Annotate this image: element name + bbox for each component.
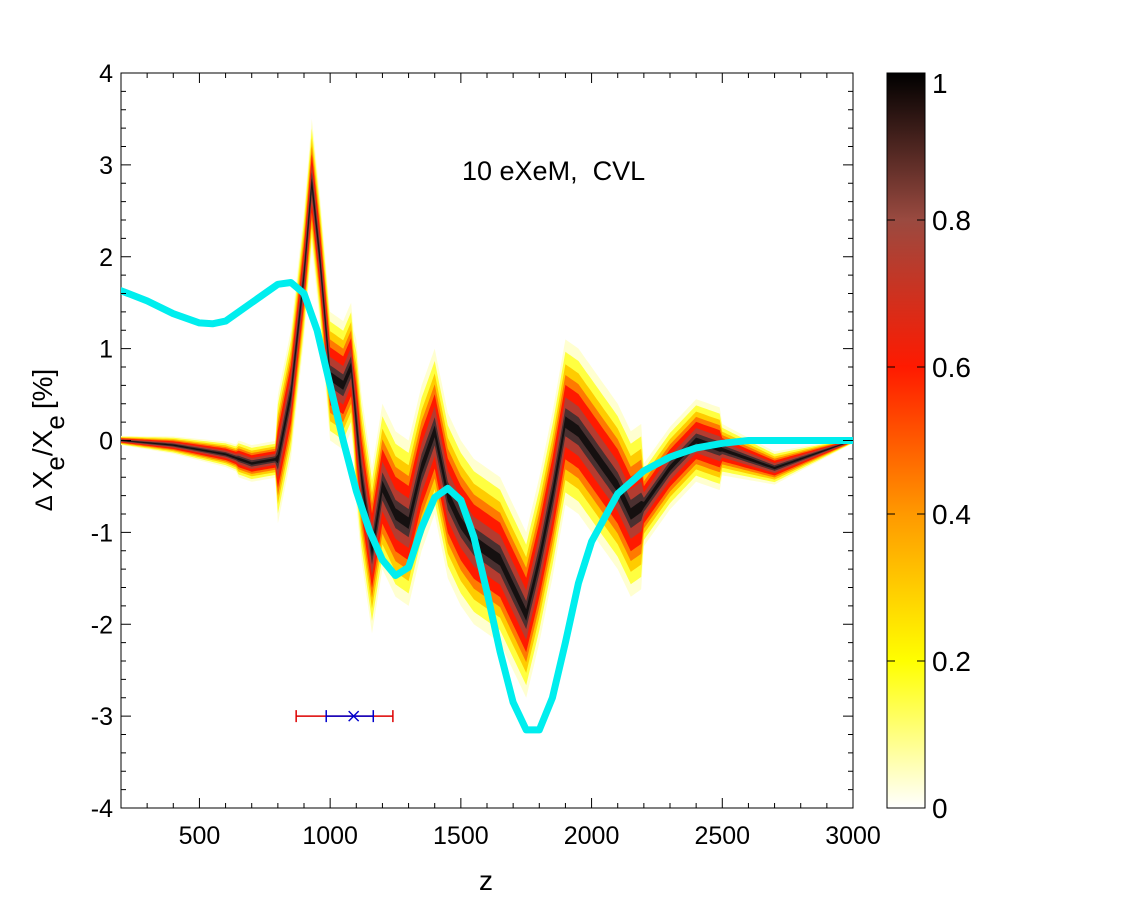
y-tick-label: 1 [99,336,113,364]
colorbar-ticks [887,72,925,809]
cyan-curve [121,279,853,734]
x-tick-label: 1500 [433,822,489,850]
colorbar-label: 0.6 [932,352,971,383]
posterior-band [121,172,853,630]
y-tick-label: -1 [91,519,113,547]
y-axis-unit: [%] [27,369,58,409]
colorbar-label: 0.4 [932,499,971,530]
y-tick-label: 4 [99,60,113,88]
y-axis-slash: /X [27,429,58,456]
axis-ticks [120,72,854,809]
x-tick-labels: 500 1000 1500 2000 2500 3000 [179,822,881,850]
annotation: 10 eXeM, CVL [462,156,645,186]
y-tick-label: -4 [91,795,113,823]
y-axis-x: X [27,470,58,489]
colorbar-label: 0.8 [932,205,971,236]
y-tick-label: 2 [99,244,113,272]
colorbar [886,72,926,809]
errorbar-marker [348,710,360,722]
x-tick-label: 2000 [564,822,620,850]
colorbar-label: 0.2 [932,646,971,677]
y-tick-label: -2 [91,611,113,639]
colorbar-label: 1 [932,68,948,99]
y-axis-sub2: e [40,415,70,429]
x-tick-label: 3000 [825,822,881,850]
y-tick-labels: 4 3 2 1 0 -1 -2 -3 -4 [91,60,113,823]
y-axis-delta: Δ [31,495,58,511]
y-tick-label: 0 [99,428,113,456]
y-axis-title: ΔXe/Xe [%] [27,369,70,512]
colorbar-label: 0 [932,793,948,824]
posterior-bands [121,118,853,698]
x-tick-label: 1000 [302,822,358,850]
error-bar [295,710,394,723]
svg-text:ΔXe/Xe[%]: ΔXe/Xe [%] [27,369,70,512]
x-tick-label: 2500 [694,822,750,850]
x-tick-label: 500 [179,822,221,850]
y-axis-sub1: e [40,456,70,470]
colorbar-labels: 1 0.8 0.6 0.4 0.2 0 [932,68,971,824]
x-axis-title: z [479,865,493,896]
y-tick-label: 3 [99,152,113,180]
y-tick-label: -3 [91,703,113,731]
